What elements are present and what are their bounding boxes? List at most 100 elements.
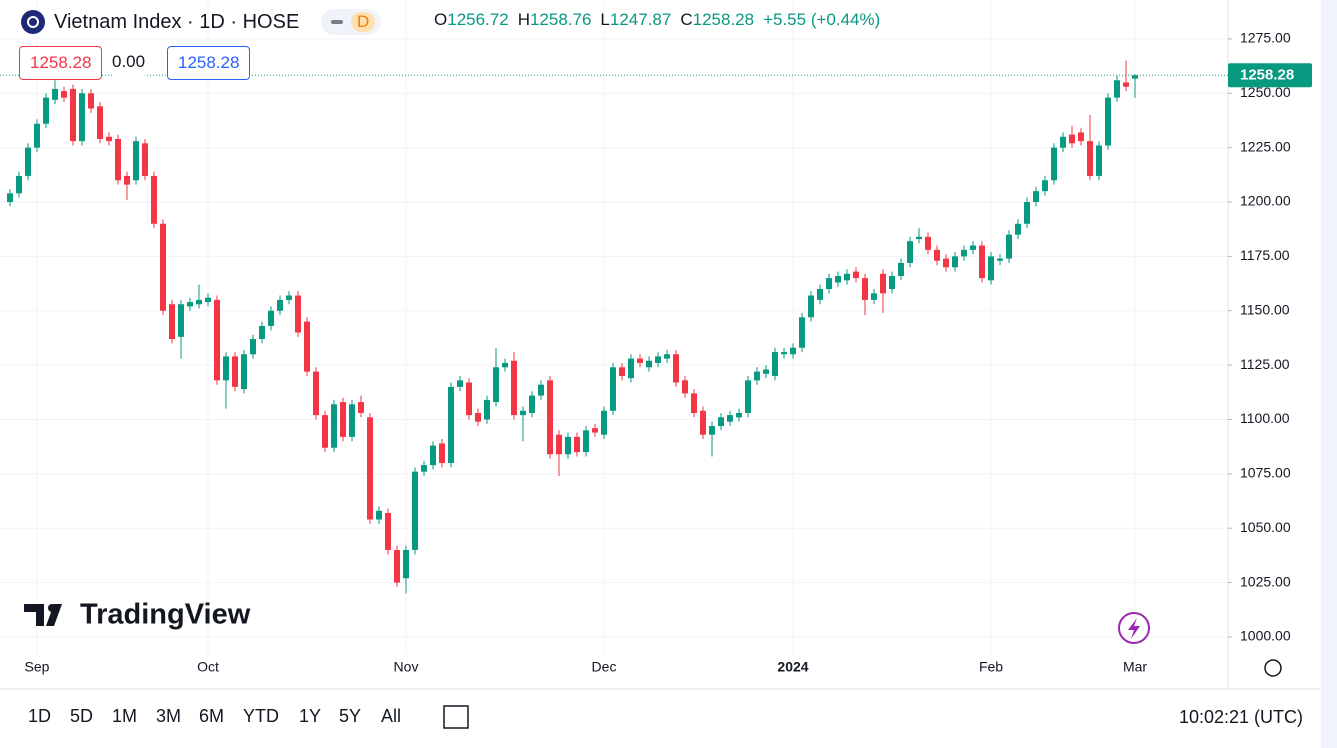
- candle-body: [880, 273, 886, 294]
- candle-body: [367, 417, 373, 520]
- y-tick-label: 1275.00: [1240, 30, 1291, 46]
- candle-body: [574, 436, 580, 453]
- candle-body: [979, 245, 985, 279]
- candle-body: [403, 549, 409, 579]
- calendar-icon[interactable]: [443, 705, 469, 729]
- c-label: C: [680, 10, 693, 29]
- candle-body: [934, 249, 940, 261]
- o-label: O: [434, 10, 448, 29]
- ohlc: O 1256.72 H 1258.76 L 1247.87 C 1258.28 +5.5…: [434, 10, 880, 30]
- settings-icon[interactable]: [1264, 659, 1282, 677]
- flash-icon[interactable]: [1118, 612, 1150, 644]
- candle-body: [430, 445, 436, 466]
- candle-body: [376, 510, 382, 520]
- range-button[interactable]: 1Y: [299, 706, 322, 726]
- range-button[interactable]: 1D: [28, 706, 52, 726]
- logo-dot: [48, 604, 56, 612]
- y-tick-label: 1225.00: [1240, 138, 1291, 154]
- last-price-tag: [1228, 63, 1312, 88]
- candle-body: [124, 175, 130, 185]
- candle-body: [736, 412, 742, 418]
- candle-body: [25, 147, 31, 176]
- candle-body: [466, 382, 472, 416]
- candle-body: [529, 395, 535, 413]
- candle-body: [547, 380, 553, 455]
- l-label: L: [600, 10, 610, 29]
- candle-body: [646, 360, 652, 368]
- x-tick-label: Oct: [197, 659, 219, 675]
- candle-body: [16, 175, 22, 194]
- candle-body: [889, 275, 895, 290]
- candle-body: [745, 380, 751, 413]
- candle-body: [754, 371, 760, 381]
- candle-body: [205, 297, 211, 303]
- candle-body: [349, 404, 355, 437]
- side-strip: [1321, 0, 1337, 748]
- candle-body: [502, 362, 508, 368]
- candle-body: [178, 304, 184, 337]
- range-button[interactable]: 3M: [156, 706, 182, 726]
- buy-price[interactable]: 1258.28: [167, 46, 251, 80]
- range-button[interactable]: 1M: [112, 706, 138, 726]
- candle-body: [322, 415, 328, 448]
- candle-body: [709, 426, 715, 435]
- candle-body: [1114, 80, 1120, 98]
- candle-body: [7, 193, 13, 203]
- candle-body: [520, 410, 526, 416]
- candle-body: [1042, 180, 1048, 192]
- candle-body: [961, 249, 967, 257]
- candle-body: [97, 106, 103, 139]
- range-button[interactable]: All: [381, 706, 402, 726]
- flash-bolt: [1128, 618, 1140, 639]
- candle-body: [106, 136, 112, 142]
- candle-body: [637, 358, 643, 363]
- y-tick-label: 1075.00: [1240, 465, 1291, 481]
- candle-body: [817, 289, 823, 300]
- candle-body: [619, 367, 625, 376]
- range-button[interactable]: 6M: [199, 706, 225, 726]
- candle-body: [853, 271, 859, 279]
- candle-body: [115, 138, 121, 181]
- candle-body: [835, 275, 841, 283]
- sell-price[interactable]: 1258.28: [19, 46, 103, 80]
- y-tick-label: 1175.00: [1240, 247, 1290, 263]
- candle-body: [34, 123, 40, 148]
- range-button[interactable]: 5Y: [339, 706, 362, 726]
- candle-body: [151, 175, 157, 224]
- candle-body: [790, 347, 796, 355]
- y-tick-label: 1200.00: [1240, 193, 1291, 209]
- y-tick-label: 1100.00: [1240, 410, 1290, 426]
- candle-body: [304, 321, 310, 372]
- candle-body: [565, 436, 571, 455]
- candle-body: [358, 402, 364, 413]
- candle-body: [232, 356, 238, 387]
- candle-body: [808, 295, 814, 318]
- candle-body: [142, 143, 148, 176]
- symbol-title[interactable]: Vietnam Index · 1D · HOSE: [54, 10, 300, 33]
- candle-body: [295, 295, 301, 333]
- candle-body: [1096, 145, 1102, 176]
- candle-body: [1006, 234, 1012, 259]
- candle-body: [1132, 75, 1138, 79]
- candle-body: [313, 371, 319, 416]
- range-button[interactable]: 5D: [70, 706, 94, 726]
- candle-body: [1105, 97, 1111, 146]
- candle-body: [484, 399, 490, 420]
- candle-body: [538, 384, 544, 396]
- candle-body: [457, 380, 463, 387]
- candle-body: [844, 273, 850, 281]
- candle-body: [583, 430, 589, 453]
- candle-body: [1024, 202, 1030, 224]
- o-value: 1256.72: [447, 10, 509, 29]
- candle-body: [421, 465, 427, 472]
- range-button[interactable]: YTD: [243, 706, 279, 726]
- candle-body: [862, 278, 868, 300]
- candle-body: [340, 402, 346, 437]
- candle-body: [628, 358, 634, 379]
- y-tick-label: 1000.00: [1240, 628, 1291, 644]
- candle-body: [169, 304, 175, 340]
- candle-body: [673, 354, 679, 383]
- logo-text: TradingView: [80, 599, 251, 631]
- candle-body: [331, 404, 337, 448]
